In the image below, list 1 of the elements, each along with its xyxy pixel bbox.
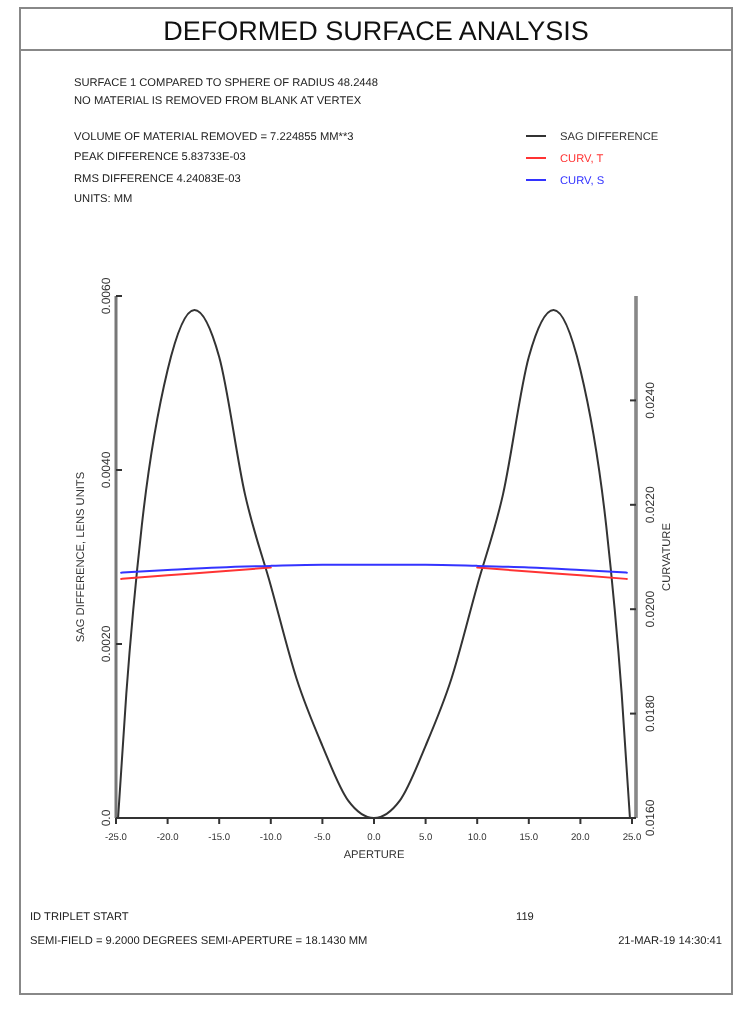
chart-title: DEFORMED SURFACE ANALYSIS bbox=[163, 16, 589, 46]
